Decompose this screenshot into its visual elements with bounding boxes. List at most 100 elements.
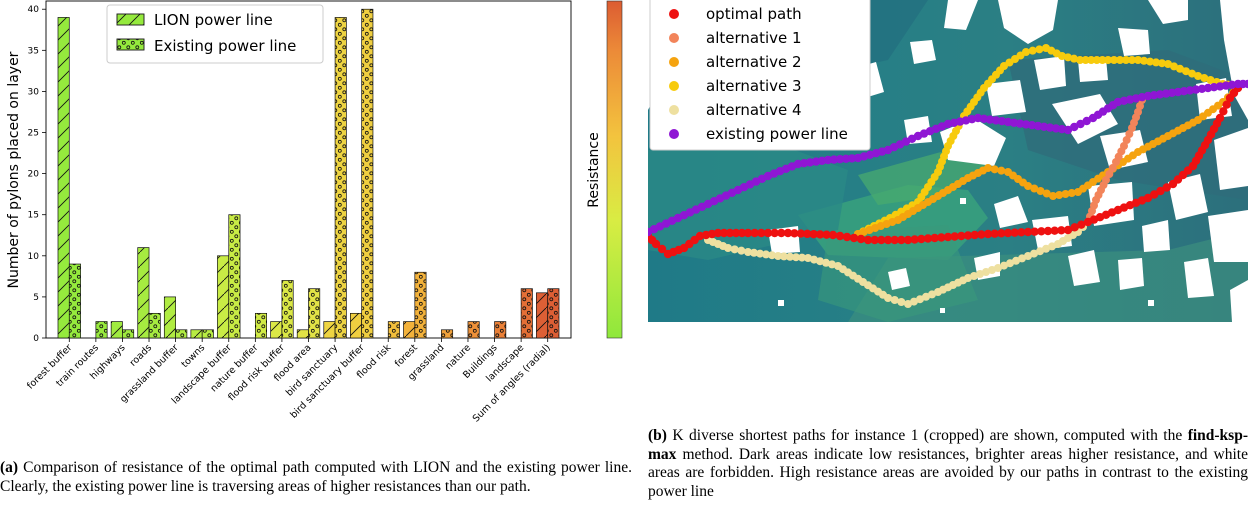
path-point [1243, 79, 1248, 89]
y-tick-label: 15 [28, 211, 39, 221]
path-point [1108, 164, 1117, 172]
path-point [1036, 187, 1045, 195]
path-point [770, 228, 779, 238]
bar-pattern [122, 329, 135, 339]
y-tick-label: 35 [28, 46, 39, 56]
path-point [1110, 56, 1118, 64]
path-point [1050, 226, 1059, 235]
bar-pattern [296, 329, 309, 339]
bar-pattern [201, 329, 214, 339]
map-legend: optimal path alternative 1 alternative 2 al… [649, 0, 871, 151]
caption-a-text: Comparison of resistance of the optimal … [0, 459, 632, 495]
path-point [990, 229, 999, 238]
path-point [1116, 56, 1124, 64]
path-point [1134, 56, 1142, 64]
path-point [730, 245, 739, 254]
bar-pattern [68, 263, 81, 339]
y-axis-label: Number of pylons placed on layer [6, 51, 22, 288]
path-point [977, 230, 986, 239]
path-point [1102, 176, 1110, 184]
path-point [816, 257, 824, 266]
path-point [990, 165, 999, 174]
path-point [1206, 76, 1215, 84]
path-alternative-1 [1084, 96, 1146, 226]
bar-pattern [467, 321, 480, 339]
bar-pattern [547, 288, 560, 339]
path-point [1170, 62, 1178, 71]
path-point [1000, 261, 1008, 270]
path-point [1076, 56, 1084, 64]
path-point [744, 248, 752, 256]
path-point [916, 295, 924, 304]
path-point [930, 233, 939, 243]
y-tick-label: 20 [28, 170, 40, 180]
path-point [828, 260, 836, 269]
path-point [1105, 170, 1114, 178]
bar-pattern [308, 288, 321, 339]
path-point [1035, 45, 1044, 54]
path-point [1043, 226, 1053, 236]
path-point [774, 252, 782, 260]
y-tick-label: 5 [33, 293, 39, 303]
legend-label-lion: LION power line [154, 11, 273, 29]
path-point [1067, 189, 1076, 197]
path-point [1176, 64, 1184, 73]
x-tick-label: forest buffer [25, 342, 74, 391]
path-point [928, 290, 936, 299]
legend-label: alternative 2 [706, 53, 802, 71]
path-point [842, 232, 852, 242]
path-point [1146, 57, 1154, 66]
path-point [1082, 116, 1091, 126]
bar-pattern [137, 247, 150, 339]
path-point [1077, 220, 1086, 229]
path-point [883, 235, 893, 245]
path-point [1125, 130, 1134, 138]
legend-marker [669, 105, 679, 115]
path-point [870, 235, 879, 245]
bar-pattern [57, 17, 70, 339]
path-point [1215, 113, 1225, 123]
path-point [725, 228, 735, 238]
caption-b-method: find-ksp-max [648, 427, 1248, 463]
path-point [1140, 56, 1148, 65]
path-point [796, 229, 806, 238]
legend-label-existing: Existing power line [154, 37, 296, 55]
path-point [910, 297, 918, 306]
path-point [815, 230, 825, 239]
caption-b: (b) K diverse shortest paths for instanc… [648, 427, 1248, 501]
path-point [1063, 225, 1073, 235]
path-point [763, 228, 773, 238]
legend-label: optimal path [706, 5, 802, 23]
legend-marker [669, 57, 679, 67]
path-point [1010, 228, 1019, 237]
legend-label: existing power line [706, 125, 848, 143]
path-point [1030, 249, 1038, 258]
path-point [877, 235, 886, 245]
legend-frame [106, 4, 324, 64]
path-point [1120, 142, 1128, 150]
path-point [983, 229, 993, 239]
path-point [1058, 52, 1066, 60]
path-point [1042, 189, 1051, 198]
path-point [856, 234, 866, 244]
path-point [1188, 69, 1196, 78]
path-point [828, 230, 838, 240]
path-point [1158, 59, 1166, 68]
path-point [823, 155, 833, 165]
bar-pattern [441, 329, 454, 339]
path-point [786, 252, 794, 261]
bar-pattern [494, 321, 507, 339]
path-point [1150, 190, 1159, 199]
path-point [1219, 107, 1228, 116]
path-point [810, 255, 818, 264]
bar-pattern [190, 329, 203, 339]
path-point [1098, 56, 1107, 64]
path-alternative-2 [854, 84, 1242, 238]
colorbar-label: Resistance [586, 132, 602, 207]
path-point [783, 228, 793, 238]
path-point [1030, 227, 1039, 236]
bar-pattern [403, 321, 416, 339]
path-point [897, 235, 906, 245]
path-point [1152, 58, 1160, 67]
path-point [835, 155, 845, 164]
